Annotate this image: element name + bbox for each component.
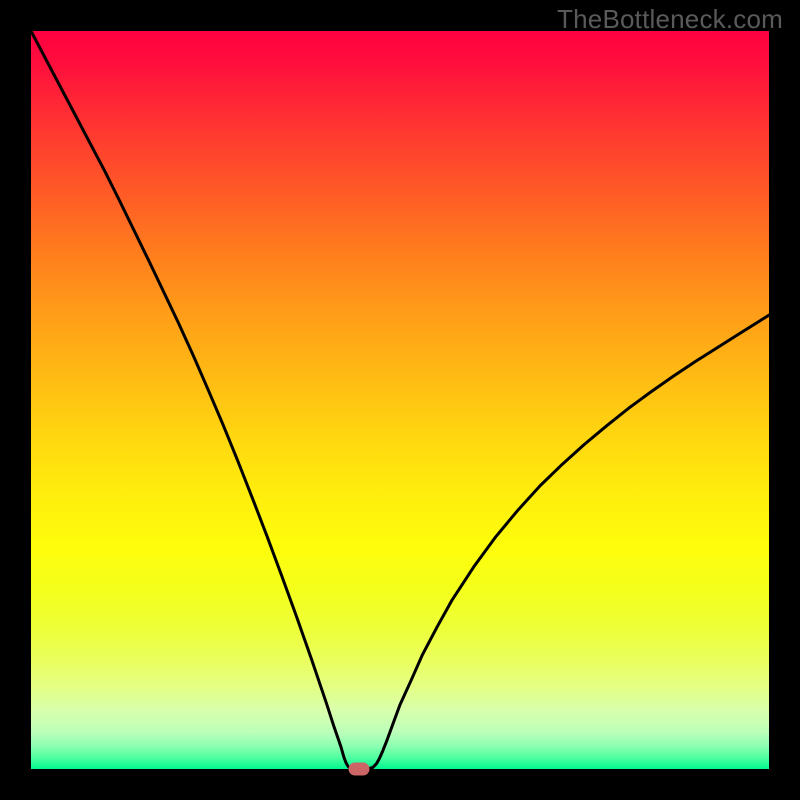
bottleneck-curve-path: [31, 31, 769, 769]
bottleneck-curve: [31, 31, 769, 769]
optimal-point-marker: [349, 763, 370, 776]
watermark-text: TheBottleneck.com: [557, 4, 783, 35]
chart-canvas: TheBottleneck.com: [0, 0, 800, 800]
plot-area: [31, 31, 769, 769]
